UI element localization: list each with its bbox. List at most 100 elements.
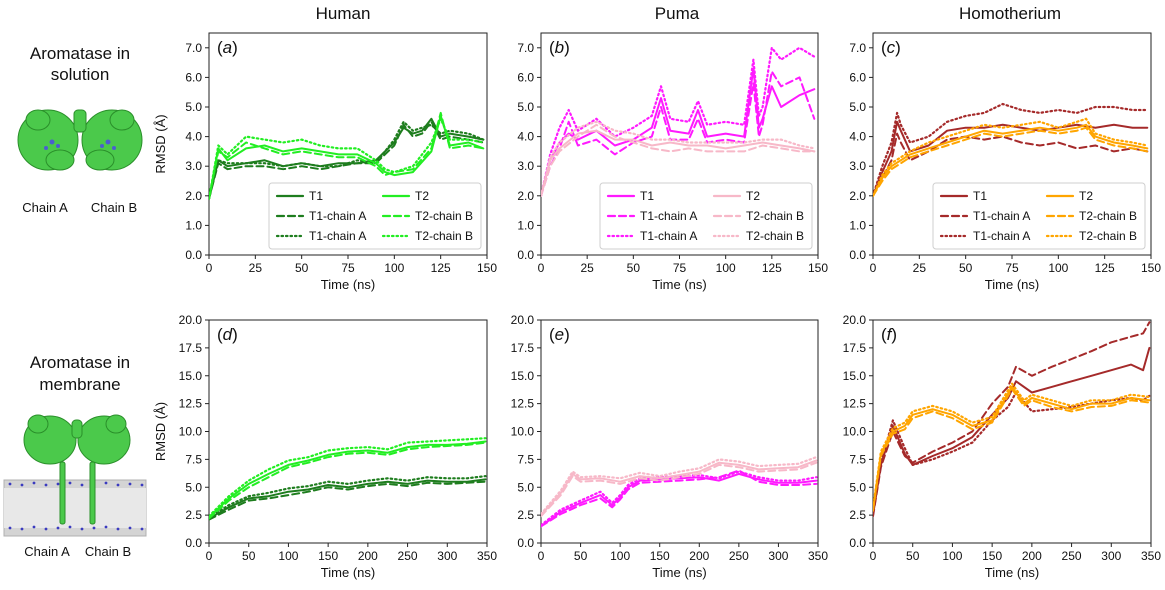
x-tick-label: 350	[477, 549, 497, 563]
x-tick-label: 75	[1005, 261, 1019, 275]
chain-b-label-membrane: Chain B	[85, 544, 131, 559]
y-tick-label: 0.0	[185, 248, 202, 262]
series-line-t1-dotted	[873, 102, 1149, 197]
x-axis-label: Time (ns)	[985, 277, 1039, 292]
legend-entry: T2-chain B	[415, 209, 473, 223]
series-line-t1-solid	[873, 120, 1149, 197]
panel-d: 0 50 100 150 200 250 300 350 0.0 2.5 5.0 7.5 10.0 12.…	[153, 313, 497, 580]
x-tick-label: 100	[610, 549, 630, 563]
y-tick-label: 7.5	[849, 452, 866, 466]
y-axis-label: RMSD (Å)	[153, 402, 168, 461]
y-tick-label: 15.0	[179, 369, 203, 383]
panel-tag: (c)	[881, 38, 901, 57]
legend-box	[599, 182, 813, 250]
series-line-t2-solid	[541, 459, 818, 517]
y-tick-label: 2.5	[849, 508, 866, 522]
legend-entry: T1-chain A	[973, 229, 1030, 243]
x-tick-label: 250	[398, 549, 418, 563]
y-tick-label: 3.0	[517, 159, 534, 173]
legend-entry: T2-chain B	[746, 209, 804, 223]
y-tick-label: 0.0	[517, 248, 534, 262]
y-tick-label: 3.0	[849, 159, 866, 173]
y-tick-label: 2.0	[517, 189, 534, 203]
x-tick-label: 100	[278, 549, 298, 563]
y-tick-label: 1.0	[849, 218, 866, 232]
series-line-t1-dotted	[541, 46, 816, 197]
series-line-t1-dashed	[541, 469, 818, 528]
y-tick-label: 20.0	[179, 313, 203, 327]
y-tick-label: 5.0	[517, 100, 534, 114]
y-tick-label: 17.5	[511, 341, 535, 355]
legend-entry: T1-chain A	[640, 209, 697, 223]
y-tick-label: 2.0	[185, 189, 202, 203]
legend-entry: T1	[973, 189, 987, 203]
x-axis-label: Time (ns)	[321, 277, 375, 292]
y-tick-label: 15.0	[511, 369, 535, 383]
y-tick-label: 6.0	[849, 70, 866, 84]
x-tick-label: 0	[870, 261, 877, 275]
x-tick-label: 100	[1048, 261, 1068, 275]
chain-b-label-solution: Chain B	[91, 200, 137, 215]
x-tick-label: 0	[206, 261, 213, 275]
legend-entry: T1-chain A	[309, 229, 366, 243]
x-tick-label: 150	[982, 549, 1002, 563]
y-axis-label: RMSD (Å)	[153, 114, 168, 173]
legend-entry: T2-chain B	[1079, 209, 1137, 223]
x-tick-label: 350	[808, 549, 828, 563]
y-tick-label: 17.5	[179, 341, 203, 355]
x-tick-label: 0	[206, 549, 213, 563]
x-tick-label: 50	[242, 549, 256, 563]
x-tick-label: 100	[716, 261, 736, 275]
x-tick-label: 125	[431, 261, 451, 275]
x-tick-label: 50	[627, 261, 641, 275]
y-tick-label: 5.0	[185, 480, 202, 494]
series-line-t1-solid	[541, 472, 818, 528]
series-line-t2-dotted	[209, 117, 485, 200]
y-tick-label: 3.0	[185, 159, 202, 173]
legend-entry: T2-chain B	[415, 229, 473, 243]
legend-box	[932, 182, 1146, 250]
y-tick-label: 6.0	[517, 70, 534, 84]
protein-structure-solution-image: Chain A Chain B	[17, 109, 143, 215]
y-tick-label: 2.5	[185, 508, 202, 522]
x-tick-label: 25	[913, 261, 927, 275]
y-tick-label: 0.0	[849, 536, 866, 550]
x-tick-label: 75	[341, 261, 355, 275]
x-tick-label: 50	[959, 261, 973, 275]
x-tick-label: 125	[1095, 261, 1115, 275]
x-tick-label: 50	[906, 549, 920, 563]
series-line-t1-dotted	[209, 475, 487, 519]
legend-entry: T2-chain B	[1079, 229, 1137, 243]
panel-a: 0 25 50 75 100 125 150 0.0 1.0 2.0 3.0 4.0 5.0 6.0 7.0…	[153, 32, 497, 292]
y-tick-label: 10.0	[179, 425, 203, 439]
y-tick-label: 2.5	[517, 508, 534, 522]
series-line-t2-dashed	[873, 126, 1149, 197]
x-tick-label: 150	[1141, 261, 1161, 275]
x-tick-label: 0	[870, 549, 877, 563]
panel-tag: (b)	[549, 38, 570, 57]
x-tick-label: 150	[650, 549, 670, 563]
y-tick-label: 7.0	[185, 41, 202, 55]
y-tick-label: 0.0	[849, 248, 866, 262]
y-tick-label: 7.0	[517, 41, 534, 55]
legend: T1 T1-chain A T1-chain A T2 T2-chain B T2-cha…	[599, 182, 813, 250]
y-tick-label: 10.0	[511, 425, 535, 439]
x-tick-label: 75	[673, 261, 687, 275]
y-tick-label: 5.0	[185, 100, 202, 114]
panel-tag: (f)	[881, 325, 897, 344]
y-tick-label: 5.0	[849, 100, 866, 114]
panel-f: 0 50 100 150 200 250 300 350 0.0 2.5 5.0 7.5 10.0 12.…	[843, 313, 1162, 580]
series-line-t2-dotted	[209, 437, 487, 518]
x-tick-label: 150	[808, 261, 828, 275]
x-tick-label: 50	[295, 261, 309, 275]
x-tick-label: 300	[1101, 549, 1121, 563]
series-line-t2-dashed	[873, 388, 1151, 512]
y-tick-label: 17.5	[843, 341, 867, 355]
panel-e-frame	[540, 319, 819, 544]
column-title-homotherium: Homotherium	[959, 4, 1061, 23]
panel-tag: (e)	[549, 325, 570, 344]
protein-structure-membrane-image: Chain A Chain B	[3, 414, 147, 559]
column-title-human: Human	[316, 4, 371, 23]
series-line-t2-dotted	[541, 120, 816, 197]
